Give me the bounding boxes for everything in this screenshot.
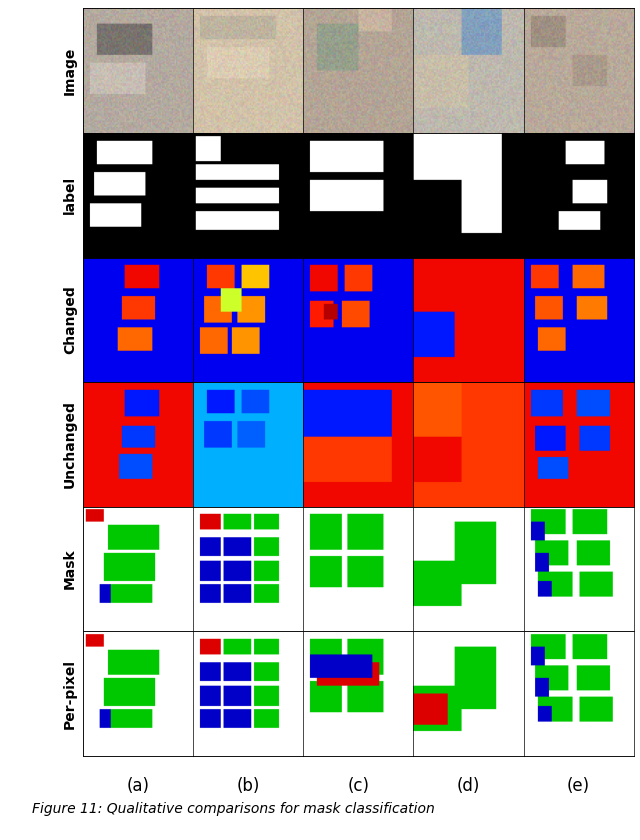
Text: Per-pixel: Per-pixel [63,659,77,729]
Text: (b): (b) [237,777,260,795]
Text: Figure 11: Qualitative comparisons for mask classification: Figure 11: Qualitative comparisons for m… [32,802,435,816]
Text: (c): (c) [348,777,369,795]
Text: label: label [63,176,77,214]
Text: (a): (a) [127,777,150,795]
Text: Image: Image [63,46,77,95]
Text: Mask: Mask [63,549,77,590]
Text: Unchanged: Unchanged [63,401,77,488]
Text: Changed: Changed [63,286,77,354]
Text: (d): (d) [457,777,480,795]
Text: (e): (e) [567,777,590,795]
